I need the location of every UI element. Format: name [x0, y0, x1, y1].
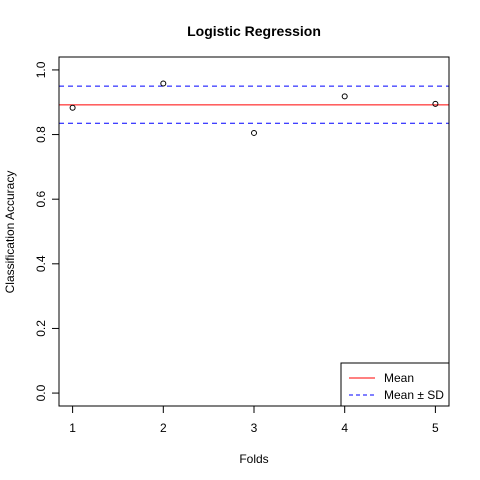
- y-tick-label: 0.2: [34, 320, 48, 337]
- data-point: [251, 129, 257, 136]
- legend-box: [340, 362, 450, 407]
- reference-lines: [59, 85, 449, 124]
- y-tick-label: 1.0: [34, 61, 48, 78]
- chart-title: Logistic Regression: [187, 23, 321, 39]
- legend-mean-label: Mean: [384, 371, 414, 385]
- legend: Mean Mean ± SD: [340, 362, 450, 407]
- y-tick-label: 0.6: [34, 191, 48, 208]
- data-point: [432, 100, 439, 107]
- x-tick-label: 4: [341, 421, 348, 435]
- data-point: [160, 80, 167, 87]
- y-tick-label: 0.0: [34, 384, 48, 401]
- y-axis-label: Classification Accuracy: [3, 171, 17, 294]
- data-points: [69, 80, 439, 136]
- y-tick-label: 0.8: [34, 126, 48, 143]
- plot-frame: [58, 56, 450, 407]
- data-point: [69, 104, 76, 111]
- legend-sd-label: Mean ± SD: [384, 388, 444, 402]
- x-tick-label: 3: [251, 421, 258, 435]
- y-axis: 0.0 0.2 0.4 0.6 0.8 1.0: [34, 61, 59, 401]
- x-tick-label: 1: [69, 421, 76, 435]
- data-point: [341, 93, 348, 100]
- x-tick-label: 2: [160, 421, 167, 435]
- x-axis: 1 2 3 4 5: [69, 406, 439, 435]
- x-axis-label: Folds: [239, 452, 268, 466]
- x-tick-label: 5: [432, 421, 439, 435]
- y-tick-label: 0.4: [34, 255, 48, 272]
